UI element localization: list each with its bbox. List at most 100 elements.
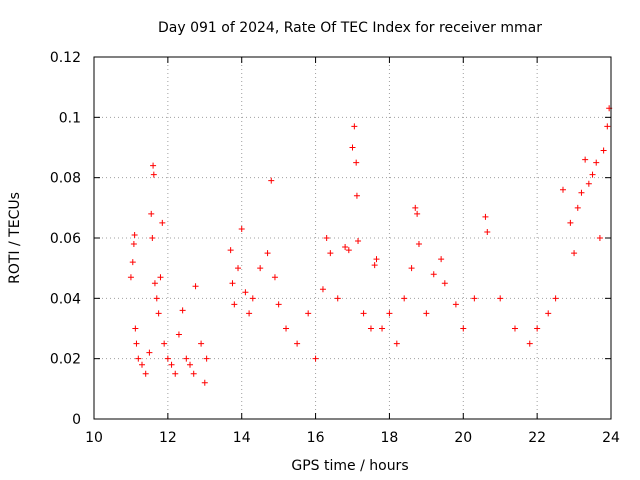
data-point	[574, 204, 581, 211]
data-point	[164, 355, 171, 362]
data-point	[242, 289, 249, 296]
data-point	[148, 210, 155, 217]
data-point	[412, 204, 419, 211]
data-point	[157, 274, 164, 281]
x-tick-label: 18	[381, 430, 399, 446]
y-tick-label: 0.06	[50, 231, 81, 247]
data-point	[203, 355, 210, 362]
data-point	[127, 274, 134, 281]
data-point	[187, 361, 194, 368]
data-point	[133, 340, 140, 347]
data-point	[146, 349, 153, 356]
data-point	[600, 147, 607, 154]
data-point	[151, 280, 158, 287]
data-point	[246, 310, 253, 317]
data-point	[585, 180, 592, 187]
data-point	[567, 219, 574, 226]
data-point	[155, 310, 162, 317]
data-point	[571, 250, 578, 257]
data-point	[150, 171, 157, 178]
data-point	[264, 250, 271, 257]
data-point	[415, 241, 422, 248]
data-point	[305, 310, 312, 317]
data-point	[229, 280, 236, 287]
y-tick-label: 0.12	[50, 50, 81, 66]
data-point	[534, 325, 541, 332]
data-point	[497, 295, 504, 302]
data-point	[153, 295, 160, 302]
y-tick-label: 0.04	[50, 291, 81, 307]
data-point	[353, 192, 360, 199]
data-point	[294, 340, 301, 347]
x-tick-labels: 10 12 14 16 18 20 22 24	[85, 430, 620, 446]
data-point	[183, 355, 190, 362]
data-point	[401, 295, 408, 302]
data-point	[408, 265, 415, 272]
x-tick-label: 24	[602, 430, 620, 446]
data-point	[129, 259, 136, 266]
data-point	[438, 256, 445, 263]
data-point	[334, 295, 341, 302]
x-tick-label: 10	[85, 430, 103, 446]
axis-ticks	[93, 56, 612, 420]
data-point	[345, 247, 352, 254]
data-point	[139, 361, 146, 368]
data-point	[142, 370, 149, 377]
data-point	[132, 325, 139, 332]
data-point	[379, 325, 386, 332]
data-point	[190, 370, 197, 377]
data-point	[327, 250, 334, 257]
data-point	[131, 231, 138, 238]
data-point	[351, 123, 358, 130]
data-point	[319, 286, 326, 293]
data-point	[526, 340, 533, 347]
data-point	[355, 238, 362, 245]
data-point	[192, 283, 199, 290]
data-points	[127, 105, 613, 386]
data-point	[559, 186, 566, 193]
data-point	[484, 228, 491, 235]
data-point	[589, 171, 596, 178]
data-point	[373, 256, 380, 263]
data-point	[161, 340, 168, 347]
data-point	[172, 370, 179, 377]
data-point	[201, 379, 208, 386]
data-point	[452, 301, 459, 308]
x-tick-label: 20	[454, 430, 472, 446]
data-point	[593, 159, 600, 166]
data-point	[283, 325, 290, 332]
y-tick-labels: 0 0.02 0.04 0.06 0.08 0.1 0.12	[50, 50, 81, 428]
data-point	[604, 123, 611, 130]
data-point	[135, 355, 142, 362]
data-point	[235, 265, 242, 272]
data-point	[441, 280, 448, 287]
data-point	[386, 310, 393, 317]
data-point	[371, 262, 378, 269]
data-point	[149, 235, 156, 241]
data-point	[430, 271, 437, 278]
data-point	[511, 325, 518, 332]
chart-title: Day 091 of 2024, Rate Of TEC Index for r…	[158, 20, 542, 36]
data-point	[227, 247, 234, 254]
data-point	[268, 177, 275, 184]
data-point	[460, 325, 467, 332]
data-point	[423, 310, 430, 317]
data-point	[150, 162, 157, 169]
data-point	[312, 355, 319, 362]
data-point	[271, 274, 278, 281]
data-point	[159, 219, 166, 226]
data-point	[168, 361, 175, 368]
data-point	[353, 159, 360, 166]
data-point	[323, 235, 330, 241]
y-tick-label: 0.02	[50, 352, 81, 368]
data-point	[482, 213, 489, 220]
x-tick-label: 12	[159, 430, 177, 446]
x-tick-label: 22	[528, 430, 546, 446]
data-point	[130, 241, 137, 248]
x-axis-label: GPS time / hours	[291, 458, 408, 474]
data-point	[360, 310, 367, 317]
data-point	[578, 189, 585, 196]
x-tick-label: 14	[233, 430, 251, 446]
y-tick-label: 0	[72, 412, 81, 428]
